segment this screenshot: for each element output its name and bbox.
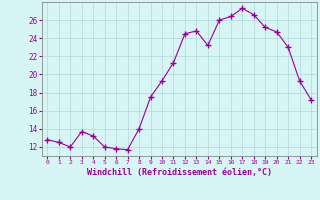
X-axis label: Windchill (Refroidissement éolien,°C): Windchill (Refroidissement éolien,°C) [87, 168, 272, 177]
